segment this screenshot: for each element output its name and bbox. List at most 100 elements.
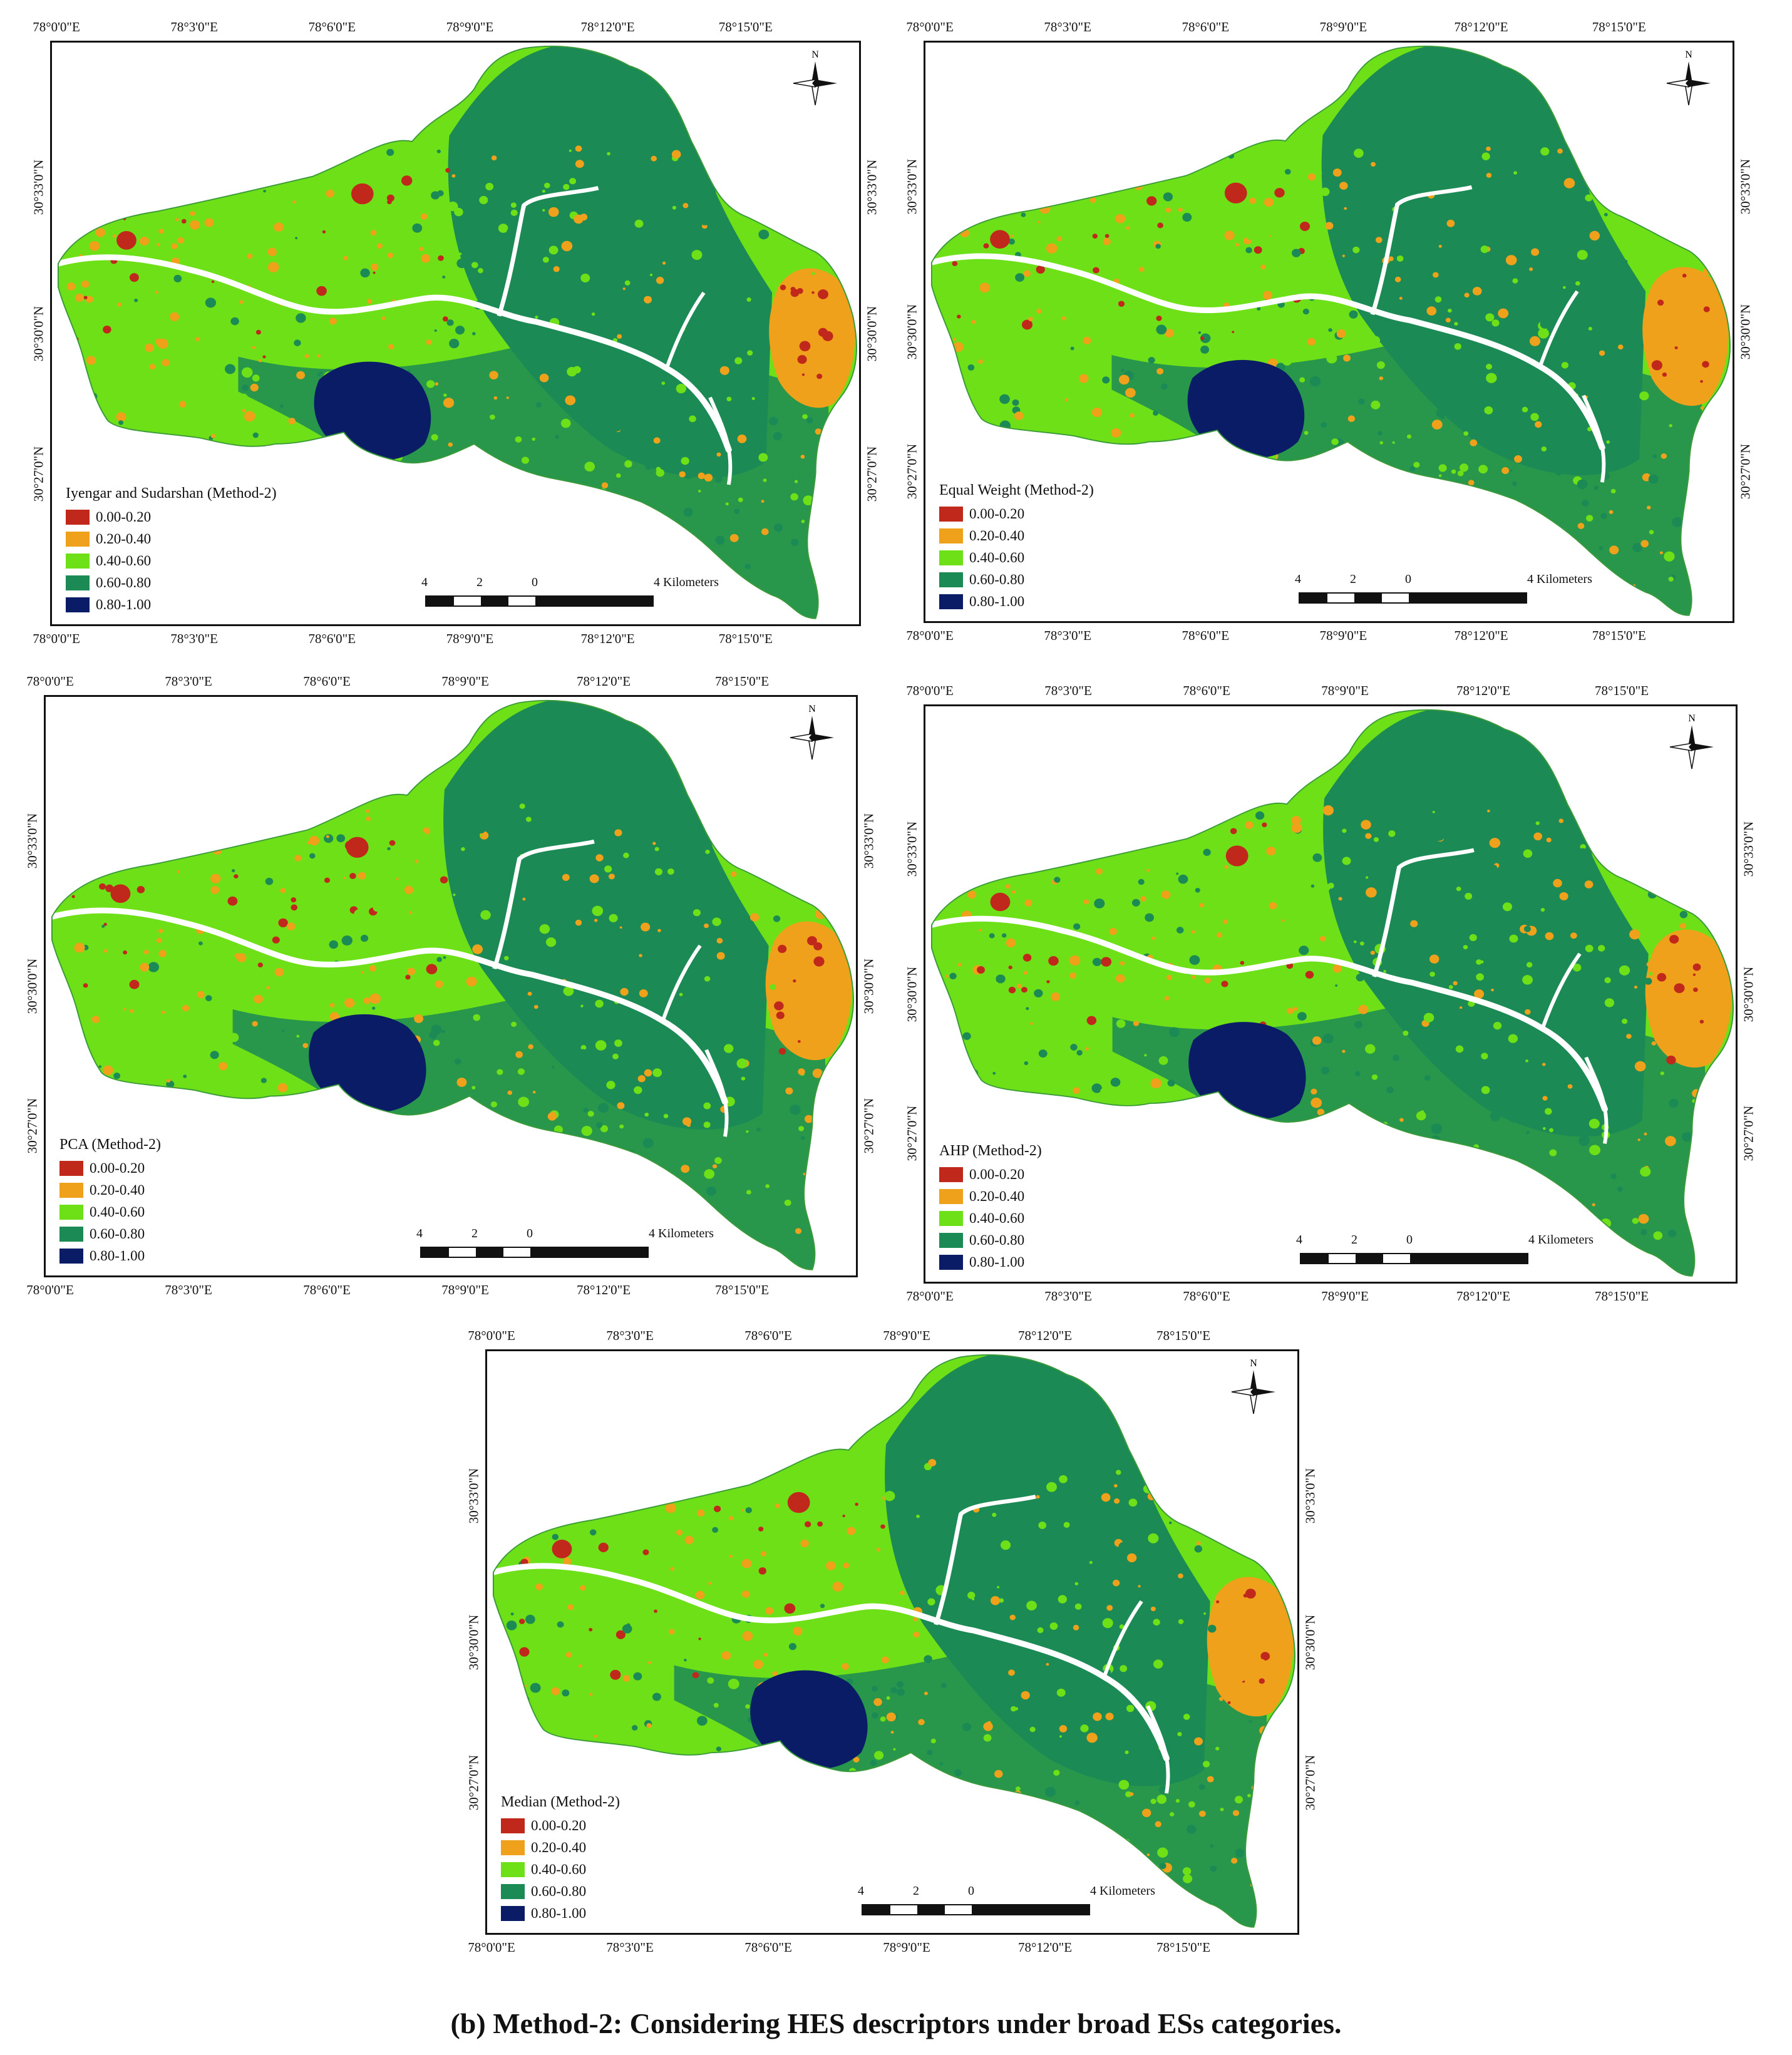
map-pixel-cluster bbox=[1080, 1724, 1089, 1733]
map-pixel-cluster bbox=[134, 298, 138, 302]
map-pixel-cluster bbox=[1682, 274, 1687, 278]
map-pixel-cluster bbox=[1325, 222, 1334, 230]
map-pixel-cluster bbox=[654, 1880, 661, 1887]
map-pixel-cluster bbox=[198, 1103, 209, 1113]
map-pixel-cluster bbox=[749, 913, 760, 922]
map-pixel-cluster bbox=[207, 1184, 215, 1192]
map-pixel-cluster bbox=[724, 1044, 734, 1053]
map-pixel-cluster bbox=[1379, 376, 1384, 381]
map-pixel-cluster bbox=[622, 1675, 631, 1682]
map-pixel-cluster bbox=[1340, 490, 1351, 500]
map-pixel-cluster bbox=[360, 268, 370, 278]
longitude-label: 78°6'0"E bbox=[1182, 628, 1230, 643]
map-pixel-cluster bbox=[385, 466, 391, 472]
map-pixel-cluster bbox=[628, 216, 632, 220]
map-pixel-cluster bbox=[1166, 1485, 1171, 1489]
map-pixel-cluster bbox=[1114, 534, 1120, 540]
map-pixel-cluster bbox=[1355, 1142, 1362, 1148]
map-pixel-cluster bbox=[304, 1153, 309, 1158]
map-pixel-cluster bbox=[1130, 413, 1135, 418]
map-pixel-cluster bbox=[1546, 837, 1552, 843]
map-pixel-cluster bbox=[649, 1110, 657, 1118]
latitude-label: 30°27'0"N bbox=[1738, 443, 1753, 500]
map-pixel-cluster bbox=[205, 297, 217, 308]
map-pixel-cluster bbox=[155, 338, 163, 346]
map-pixel-cluster bbox=[645, 465, 652, 470]
map-pixel-cluster bbox=[1512, 481, 1517, 487]
map-pixel-cluster bbox=[693, 909, 701, 917]
map-pixel-cluster bbox=[1168, 1521, 1172, 1525]
map-pixel-cluster bbox=[1556, 1210, 1567, 1220]
map-pixel-cluster bbox=[595, 1040, 607, 1051]
map-pixel-cluster bbox=[1336, 329, 1346, 338]
map-pixel-cluster bbox=[572, 1480, 579, 1486]
map-pixel-cluster bbox=[676, 1529, 683, 1536]
map-pixel-cluster bbox=[811, 291, 815, 294]
scale-bar-graphic bbox=[1300, 1253, 1528, 1264]
map-pixel-cluster bbox=[1152, 1236, 1156, 1240]
map-pixel-cluster bbox=[1328, 328, 1332, 332]
map-pixel-cluster bbox=[342, 567, 348, 574]
legend-label: 0.20-0.40 bbox=[90, 1182, 145, 1198]
legend-label: 0.00-0.20 bbox=[531, 1818, 587, 1833]
map-panel-median: N Median (Method-2) 0.00-0.20 0.20-0.40 0.… bbox=[485, 1349, 1299, 1935]
map-pixel-cluster bbox=[106, 300, 113, 306]
map-pixel-cluster bbox=[559, 928, 564, 933]
map-pixel-cluster bbox=[716, 452, 721, 457]
map-pixel-cluster bbox=[644, 1069, 652, 1077]
map-pixel-cluster bbox=[947, 391, 954, 398]
longitude-label: 78°9'0"E bbox=[446, 631, 494, 646]
map-pixel-cluster bbox=[1123, 1858, 1130, 1864]
latitude-label: 30°33'0"N bbox=[24, 813, 40, 868]
map-pixel-cluster bbox=[1118, 374, 1130, 385]
map-pixel-cluster bbox=[1160, 476, 1166, 483]
map-pixel-cluster bbox=[91, 1016, 100, 1023]
map-pixel-cluster bbox=[1307, 173, 1316, 181]
map-pixel-cluster bbox=[1015, 1572, 1027, 1583]
map-pixel-cluster bbox=[1270, 470, 1275, 473]
map-pixel-cluster bbox=[1448, 985, 1453, 989]
map-pixel-cluster bbox=[1575, 281, 1580, 286]
map-pixel-cluster bbox=[1012, 155, 1017, 161]
map-pixel-cluster bbox=[1373, 837, 1379, 842]
map-pixel-cluster bbox=[832, 1771, 840, 1779]
map-pixel-cluster bbox=[727, 1794, 731, 1799]
latitude-label: 30°30'0"N bbox=[1738, 304, 1753, 360]
map-pixel-cluster bbox=[1204, 977, 1211, 984]
scale-label: 4 bbox=[858, 1884, 864, 1898]
map-pixel-cluster bbox=[742, 1631, 753, 1641]
map-pixel-cluster bbox=[533, 1004, 538, 1009]
map-pixel-cluster bbox=[617, 1102, 625, 1110]
map-pixel-cluster bbox=[278, 918, 288, 927]
map-pixel-cluster bbox=[758, 229, 770, 240]
map-pixel-cluster bbox=[85, 211, 94, 220]
map-pixel-cluster bbox=[1231, 1857, 1238, 1864]
map-pixel-cluster bbox=[1367, 460, 1371, 464]
tributary bbox=[1540, 952, 1582, 1029]
map-pixel-cluster bbox=[1393, 907, 1396, 910]
map-pixel-cluster bbox=[1277, 525, 1287, 535]
map-pixel-cluster bbox=[744, 564, 751, 569]
latitude-label: 30°27'0"N bbox=[864, 446, 880, 502]
map-pixel-cluster bbox=[542, 1193, 545, 1196]
map-pixel-cluster bbox=[1136, 1682, 1147, 1692]
map-pixel-cluster bbox=[1216, 1600, 1220, 1604]
map-pixel-cluster bbox=[1153, 1659, 1163, 1669]
map-pixel-cluster bbox=[247, 253, 253, 259]
map-pixel-cluster bbox=[764, 1468, 769, 1472]
map-pixel-cluster bbox=[713, 1484, 718, 1488]
map-pixel-cluster bbox=[1089, 1033, 1099, 1042]
map-pixel-cluster bbox=[1168, 1027, 1180, 1037]
map-pixel-cluster bbox=[120, 842, 125, 847]
class-000-020-region bbox=[76, 205, 102, 229]
map-pixel-cluster bbox=[1299, 377, 1305, 383]
map-pixel-cluster bbox=[1668, 844, 1678, 853]
map-pixel-cluster bbox=[763, 1652, 768, 1657]
map-pixel-cluster bbox=[1669, 424, 1672, 428]
map-pixel-cluster bbox=[389, 840, 396, 846]
map-pixel-cluster bbox=[405, 974, 411, 980]
map-pixel-cluster bbox=[1063, 814, 1070, 820]
map-pixel-cluster bbox=[1338, 897, 1342, 901]
map-pixel-cluster bbox=[575, 919, 582, 926]
map-pixel-cluster bbox=[745, 859, 756, 870]
